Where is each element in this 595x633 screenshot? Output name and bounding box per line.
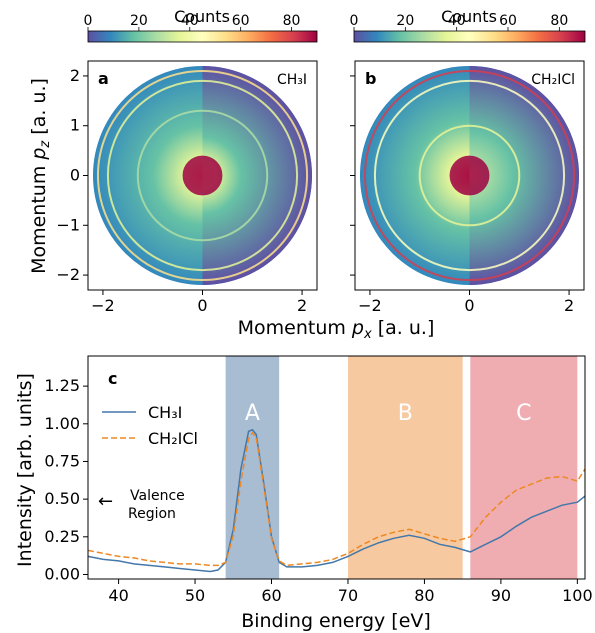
valence-text-line2: Region (128, 506, 176, 522)
panel-b: b CH₂ICl −2 0 2 (350, 60, 585, 315)
panel-c-regions: A B C (225, 356, 578, 579)
series-line (87, 428, 586, 573)
panel-b-axes: −2 0 2 (350, 75, 574, 315)
region-label: B (398, 401, 413, 426)
panel-a-molecule: CH₃I (277, 72, 307, 88)
x-tick-label: −2 (91, 296, 115, 315)
y-tick-label: 0.50 (44, 489, 80, 508)
detector-right-half (469, 66, 579, 285)
legend-label-ch2icl: CH₂ICl (148, 429, 198, 448)
y-tick-label: 2 (70, 66, 80, 85)
colorbar-tick-label: 60 (232, 13, 250, 29)
y-tick-label: 1.25 (44, 376, 80, 395)
region-label: A (245, 401, 260, 426)
y-tick-label: 0.00 (44, 564, 80, 583)
panel-a-label: a (98, 69, 109, 88)
region-a (225, 356, 280, 579)
panel-c-ylabel: Intensity [arb. units] (14, 373, 36, 567)
panel-b-label: b (365, 69, 376, 88)
x-tick-label: 100 (562, 586, 593, 605)
momentum-ring (136, 109, 269, 242)
x-tick-label: 50 (185, 586, 205, 605)
x-tick-label: 90 (491, 586, 511, 605)
detector-right-half (202, 66, 312, 285)
panel-a-axes: −2 0 2 −2 −1 0 1 2 (56, 66, 307, 315)
colorbar-tick-label: 0 (84, 13, 93, 29)
colorbar-b: Counts 0 20 40 60 80 (350, 7, 586, 43)
panel-b-image (359, 65, 580, 286)
panel-c: A B C 40 50 60 70 80 90 100 0.00 0.25 0.50 0.75 1.00 1… (14, 355, 593, 632)
y-tick-label: 0.75 (44, 451, 80, 470)
panel-b-molecule: CH₂ICl (531, 72, 575, 88)
x-tick-label: 60 (261, 586, 281, 605)
colorbar-tick-label: 20 (130, 13, 148, 29)
x-tick-label: 2 (297, 296, 307, 315)
momentum-ring (418, 124, 521, 227)
x-tick-label: −2 (358, 296, 382, 315)
series-line (87, 431, 586, 567)
top-xlabel: Momentum px [a. u.] (238, 317, 435, 342)
colorbar-a-ticks: 0 20 40 60 80 (84, 13, 301, 31)
y-tick-label: 1 (70, 116, 80, 135)
panel-a-image (92, 65, 313, 286)
y-tick-label: 0.25 (44, 527, 80, 546)
valence-arrow-icon: ← (98, 491, 113, 512)
valence-annotation: ← Valence Region (98, 488, 185, 522)
momentum-ring (96, 69, 309, 282)
panel-c-axes: 40 50 60 70 80 90 100 0.00 0.25 0.50 0.75 1.00 1.25 (44, 376, 592, 605)
momentum-ring (182, 155, 223, 196)
colorbar-tick-label: 20 (396, 13, 414, 29)
x-tick-label: 0 (197, 296, 207, 315)
x-tick-label: 0 (464, 296, 474, 315)
region-label: C (516, 401, 531, 426)
x-tick-label: 80 (414, 586, 434, 605)
colorbar-a-title: Counts (174, 7, 230, 26)
panel-c-frame (87, 355, 586, 580)
y-tick-label: 1.00 (44, 414, 80, 433)
colorbar-tick-label: 40 (448, 13, 466, 29)
panel-c-xlabel: Binding energy [eV] (241, 610, 431, 632)
colorbar-tick-label: 0 (350, 13, 359, 29)
valence-text-line1: Valence (130, 488, 185, 504)
colorbar-a: Counts 0 20 40 60 80 (84, 7, 318, 43)
colorbar-b-bar (353, 30, 586, 43)
top-ylabel: Momentum pz [a. u.] (28, 78, 53, 274)
colorbar-a-bar (87, 30, 318, 43)
panel-c-series (87, 428, 586, 573)
momentum-ring (449, 155, 490, 196)
colorbar-b-ticks: 0 20 40 60 80 (350, 13, 568, 31)
momentum-ring (373, 79, 566, 272)
momentum-ring (106, 79, 299, 272)
colorbar-tick-label: 40 (181, 13, 199, 29)
panel-c-label: c (108, 369, 117, 388)
legend-label-ch3i: CH₃I (148, 403, 182, 422)
x-tick-label: 2 (564, 296, 574, 315)
y-tick-label: −1 (56, 215, 80, 234)
panel-c-legend: CH₃I CH₂ICl (102, 403, 198, 448)
x-tick-label: 40 (108, 586, 128, 605)
momentum-ring (363, 69, 576, 282)
y-tick-label: 0 (70, 166, 80, 185)
colorbar-tick-label: 80 (283, 13, 301, 29)
colorbar-tick-label: 80 (550, 13, 568, 29)
colorbar-b-title: Counts (441, 7, 497, 26)
panel-a: a CH₃I −2 0 2 −2 −1 0 1 2 (56, 60, 318, 315)
colorbar-tick-label: 60 (499, 13, 517, 29)
y-tick-label: −2 (56, 265, 80, 284)
x-tick-label: 70 (338, 586, 358, 605)
region-c (470, 356, 578, 579)
